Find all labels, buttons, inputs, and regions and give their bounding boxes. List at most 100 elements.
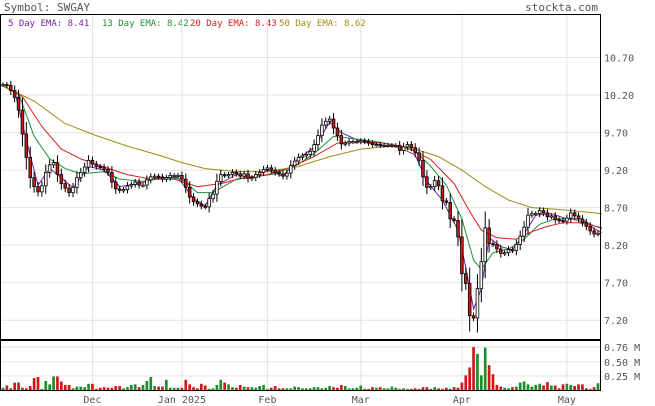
volume-bar — [246, 387, 250, 390]
candle-body — [285, 172, 289, 177]
candle — [432, 175, 437, 192]
candle — [397, 140, 402, 156]
candle-body — [572, 212, 577, 217]
candle — [436, 176, 441, 191]
candle — [502, 250, 507, 256]
candle-body — [374, 144, 379, 147]
volume-bar — [534, 384, 538, 390]
volume-bar — [347, 388, 351, 390]
candle-body — [44, 171, 48, 187]
candle — [561, 217, 565, 224]
volume-bars — [1, 347, 600, 390]
volume-bar — [301, 388, 304, 390]
candles — [1, 80, 600, 333]
candle-body — [553, 215, 557, 221]
volume-bar — [398, 388, 402, 390]
candle — [168, 172, 172, 181]
volume-bar — [126, 387, 129, 390]
candle — [417, 147, 421, 166]
candle-body — [394, 144, 398, 147]
volume-bar — [390, 386, 394, 390]
candle-body — [152, 175, 157, 178]
candle — [47, 159, 52, 178]
candle — [456, 211, 460, 247]
candle-body — [203, 205, 207, 208]
candle-body — [526, 214, 530, 228]
volume-bar — [137, 387, 141, 390]
candle-body — [522, 226, 526, 237]
candle-body — [312, 144, 316, 152]
candle-body — [86, 159, 91, 168]
volume-tick-label: 0.50 M — [604, 358, 640, 369]
candle-body — [296, 156, 301, 162]
candle-body — [491, 243, 495, 246]
candle — [82, 162, 87, 177]
volume-bar — [161, 386, 164, 390]
candle-body — [16, 96, 21, 111]
date-tick-labels: Dec Jan 2025 Feb Mar Apr May — [83, 395, 576, 406]
candle-body — [32, 177, 36, 188]
candle-body — [51, 162, 56, 166]
volume-bar — [277, 388, 281, 390]
candle-body — [219, 174, 223, 182]
candle — [187, 181, 192, 204]
candle — [588, 222, 592, 236]
volume-bar — [203, 385, 207, 390]
volume-bar — [192, 387, 195, 390]
volume-bar — [269, 387, 273, 390]
volume-bar — [238, 384, 242, 390]
candle — [156, 173, 161, 180]
candle-body — [537, 210, 542, 215]
candle-body — [164, 177, 169, 180]
volume-bar — [234, 387, 238, 390]
candle-body — [327, 118, 332, 122]
candle-body — [479, 261, 484, 290]
candle — [71, 182, 75, 198]
candle-body — [413, 147, 417, 154]
volume-bar — [36, 377, 40, 390]
candle-body — [386, 144, 390, 147]
volume-bar — [133, 384, 137, 390]
volume-bar — [584, 388, 588, 390]
volume-bar — [522, 381, 526, 390]
candle — [499, 244, 503, 258]
candle — [366, 138, 371, 146]
volume-bar — [573, 386, 577, 390]
candle — [238, 170, 242, 180]
candle — [172, 173, 176, 178]
volume-bar — [9, 388, 13, 390]
volume-bar — [429, 388, 433, 390]
candle — [44, 164, 48, 194]
volume-bar — [406, 388, 409, 390]
volume-bar — [94, 388, 98, 390]
volume-bar — [565, 383, 569, 390]
ema-line — [2, 85, 603, 271]
candle-body — [592, 230, 596, 235]
volume-bar — [581, 384, 584, 390]
volume-bar — [538, 383, 542, 390]
candle — [378, 142, 382, 148]
candle-body — [576, 215, 581, 220]
candle-body — [63, 183, 67, 189]
volume-bar — [421, 387, 425, 390]
candle-body — [55, 162, 60, 176]
candle-body — [596, 232, 600, 235]
candle — [394, 143, 398, 148]
candle-body — [269, 167, 274, 171]
volume-bar — [569, 384, 573, 390]
candle-body — [226, 174, 231, 177]
candle-body — [195, 201, 200, 205]
candle — [184, 173, 188, 194]
candle-body — [300, 155, 305, 158]
candle-body — [230, 171, 235, 176]
volume-bar — [472, 347, 475, 390]
volume-bar — [118, 386, 122, 390]
candle-body — [378, 144, 382, 147]
volume-bar — [176, 387, 180, 390]
volume-bar — [503, 387, 507, 390]
candle-body — [47, 164, 52, 173]
volume-bar — [499, 386, 503, 390]
price-tick-labels: 10.70 10.20 9.70 9.20 8.70 8.20 7.70 7.20 — [604, 54, 634, 328]
volume-bar — [312, 387, 316, 390]
candle-body — [569, 212, 573, 219]
